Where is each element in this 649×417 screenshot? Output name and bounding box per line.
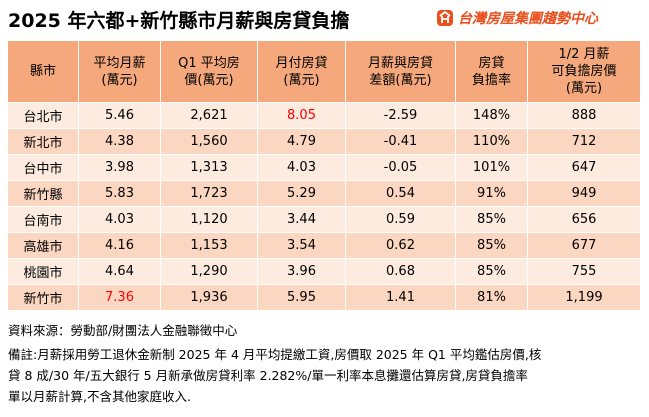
table-cell: 647 [527,154,641,181]
table-cell: 81% [455,284,528,311]
table-cell: -0.41 [345,128,456,155]
table-cell: 1,199 [527,284,641,311]
column-header: 平均月薪 (萬元) [78,40,161,103]
table-row: 台北市 5.46 2,621 8.05 -2.59 148% 888 [7,102,641,129]
note-line: 備註:月薪採用勞工退休金新制 2025 年 4 月平均提繳工資,房價取 2025… [8,347,542,362]
table-cell: 5.83 [78,180,161,207]
table-cell: 4.38 [78,128,161,155]
column-header: 月薪與房貸 差額(萬元) [345,40,456,103]
table-cell: 1.41 [345,284,456,311]
column-header: 房貸 負擔率 [455,40,528,103]
column-header: 月付房貸 (萬元) [257,40,346,103]
table-cell: -0.05 [345,154,456,181]
row-header: 台南市 [7,206,79,233]
table-cell: 755 [527,258,641,285]
table-row: 新竹縣 5.83 1,723 5.29 0.54 91% 949 [7,180,641,207]
row-header: 高雄市 [7,232,79,259]
logo-icon [437,10,453,26]
table-cell: 85% [455,258,528,285]
table-cell: 3.96 [257,258,346,285]
table-cell: 712 [527,128,641,155]
table-row: 新竹市 7.36 1,936 5.95 1.41 81% 1,199 [7,284,641,311]
source: 資料來源：勞動部/財團法人金融聯徵中心 [8,323,238,338]
table-cell: 4.03 [78,206,161,233]
table-cell: 5.29 [257,180,346,207]
row-header: 新北市 [7,128,79,155]
logo: 台灣房屋集團趨勢中心 [436,8,598,28]
row-header: 台中市 [7,154,79,181]
table-cell: 1,290 [160,258,258,285]
table-cell: 0.62 [345,232,456,259]
table-cell: 1,560 [160,128,258,155]
table-cell: 5.46 [78,102,161,129]
table-cell: 3.44 [257,206,346,233]
table-row: 新北市 4.38 1,560 4.79 -0.41 110% 712 [7,128,641,155]
table-cell: 7.36 [78,284,161,311]
table-cell: 4.64 [78,258,161,285]
column-header: Q1 平均房 價(萬元) [160,40,258,103]
table-cell: 3.54 [257,232,346,259]
row-header: 新竹市 [7,284,79,311]
table-cell: 949 [527,180,641,207]
table-cell: 1,313 [160,154,258,181]
notes: 備註:月薪採用勞工退休金新制 2025 年 4 月平均提繳工資,房價取 2025… [8,344,541,407]
row-header: 桃園市 [7,258,79,285]
table-cell: 1,120 [160,206,258,233]
table-row: 台中市 3.98 1,313 4.03 -0.05 101% 647 [7,154,641,181]
table-cell: 4.03 [257,154,346,181]
table-cell: 3.98 [78,154,161,181]
table-cell: 0.68 [345,258,456,285]
title: 2025 年六都+新竹縣市月薪與房貸負擔 [8,10,350,32]
table-cell: 101% [455,154,528,181]
table-cell: 1,936 [160,284,258,311]
table-cell: 677 [527,232,641,259]
table-body: 台北市 5.46 2,621 8.05 -2.59 148% 888 新北市 4.38 1,560… [7,102,641,311]
note-line: 單以月薪計算,不含其他家庭收入. [8,389,191,404]
row-header: 台北市 [7,102,79,129]
table-cell: 4.79 [257,128,346,155]
table-cell: 4.16 [78,232,161,259]
table-row: 高雄市 4.16 1,153 3.54 0.62 85% 677 [7,232,641,259]
table-cell: 1,723 [160,180,258,207]
column-header: 縣市 [7,40,79,103]
table-cell: -2.59 [345,102,456,129]
data-table: 縣市 平均月薪 (萬元) Q1 平均房 價(萬元) 月付房貸 (萬元) 月薪與房貸 差額… [7,40,641,311]
table-cell: 656 [527,206,641,233]
table-cell: 0.59 [345,206,456,233]
note-line: 貸 8 成/30 年/五大銀行 5 月新承做房貸利率 2.282%/單一利率本息… [8,368,528,383]
table-cell: 85% [455,232,528,259]
logo-text: 台灣房屋集團趨勢中心 [458,11,598,27]
table-row: 桃園市 4.64 1,290 3.96 0.68 85% 755 [7,258,641,285]
row-header: 新竹縣 [7,180,79,207]
table-cell: 888 [527,102,641,129]
table-cell: 91% [455,180,528,207]
table-cell: 5.95 [257,284,346,311]
table-cell: 85% [455,206,528,233]
column-header: 1/2 月薪 可負擔房價 (萬元) [527,40,641,103]
table-cell: 1,153 [160,232,258,259]
table-cell: 110% [455,128,528,155]
table-row: 台南市 4.03 1,120 3.44 0.59 85% 656 [7,206,641,233]
table-cell: 0.54 [345,180,456,207]
table-cell: 8.05 [257,102,346,129]
table-cell: 2,621 [160,102,258,129]
header-row: 縣市 平均月薪 (萬元) Q1 平均房 價(萬元) 月付房貸 (萬元) 月薪與房貸 差額… [7,40,641,103]
table-cell: 148% [455,102,528,129]
